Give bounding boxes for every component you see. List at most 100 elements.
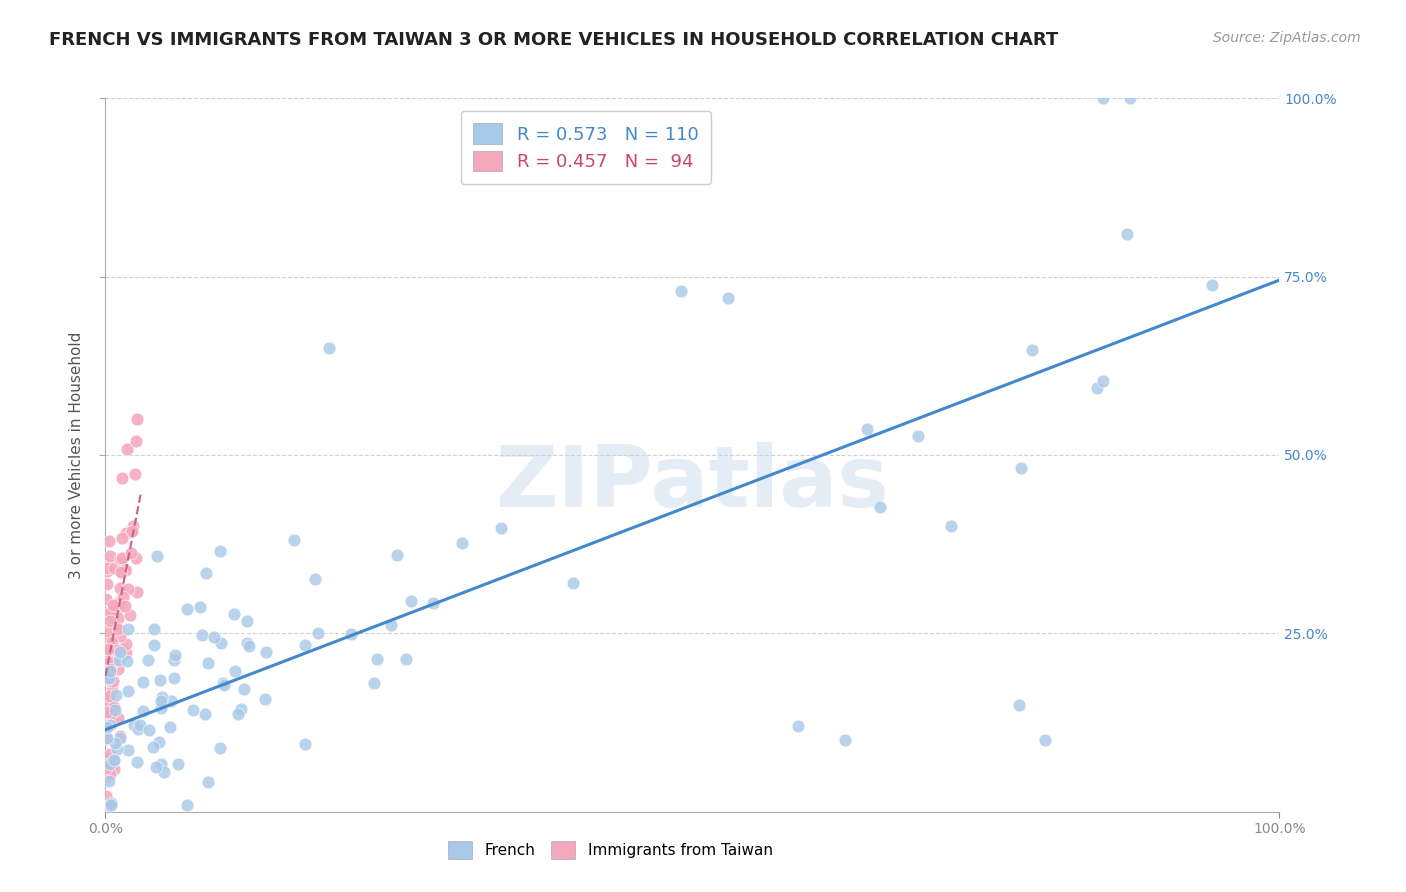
Point: [98, 797, 121, 812]
Point: [108, 731, 131, 745]
Point: [202, 630, 225, 644]
Point: [254, 692, 277, 706]
Point: [399, 594, 422, 608]
Point: [105, 688, 128, 702]
Point: [97, 533, 120, 548]
Point: [110, 629, 132, 643]
Point: [787, 719, 810, 733]
Point: [115, 525, 138, 540]
Point: [104, 652, 127, 666]
Point: [856, 422, 879, 436]
Point: [160, 694, 183, 708]
Point: [380, 618, 402, 632]
Point: [101, 634, 124, 648]
Point: [395, 651, 418, 665]
Point: [107, 623, 129, 637]
Point: [94, 592, 117, 607]
Point: [101, 673, 124, 688]
Point: [117, 684, 139, 698]
Point: [98, 662, 121, 676]
Point: [98, 718, 121, 732]
Point: [100, 673, 122, 688]
Point: [103, 753, 125, 767]
Point: [100, 796, 122, 810]
Point: [96, 643, 118, 657]
Point: [132, 675, 155, 690]
Point: [101, 682, 124, 697]
Point: [1021, 343, 1043, 357]
Point: [717, 291, 740, 305]
Point: [96, 577, 118, 591]
Point: [114, 637, 136, 651]
Point: [159, 720, 181, 734]
Point: [107, 662, 129, 676]
Point: [98, 549, 121, 564]
Point: [97, 641, 120, 656]
Point: [96, 731, 118, 746]
Point: [283, 533, 305, 547]
Point: [1115, 227, 1137, 241]
Point: [111, 531, 134, 545]
Point: [120, 608, 142, 623]
Point: [96, 720, 118, 734]
Point: [108, 581, 131, 595]
Point: [129, 717, 152, 731]
Point: [318, 341, 340, 355]
Point: [117, 622, 139, 636]
Point: [114, 563, 136, 577]
Point: [1092, 374, 1115, 388]
Point: [122, 518, 145, 533]
Point: [104, 623, 127, 637]
Point: [114, 599, 136, 614]
Point: [115, 563, 138, 577]
Point: [363, 676, 385, 690]
Point: [340, 626, 363, 640]
Point: [117, 743, 139, 757]
Point: [98, 767, 121, 781]
Point: [209, 636, 232, 650]
Point: [108, 645, 131, 659]
Point: [366, 652, 388, 666]
Point: [1119, 91, 1142, 105]
Point: [183, 703, 205, 717]
Point: [149, 693, 172, 707]
Point: [188, 600, 211, 615]
Point: [96, 705, 118, 719]
Y-axis label: 3 or more Vehicles in Household: 3 or more Vehicles in Household: [69, 331, 84, 579]
Point: [96, 797, 118, 812]
Point: [235, 614, 257, 628]
Point: [307, 625, 329, 640]
Point: [110, 564, 132, 578]
Point: [304, 572, 326, 586]
Point: [110, 551, 132, 566]
Point: [238, 639, 260, 653]
Point: [136, 652, 159, 666]
Point: [117, 582, 139, 596]
Point: [176, 797, 198, 812]
Point: [131, 704, 153, 718]
Point: [111, 471, 134, 485]
Point: [96, 643, 118, 657]
Point: [110, 729, 132, 743]
Point: [107, 611, 129, 625]
Point: [101, 605, 124, 619]
Point: [191, 628, 214, 642]
Point: [450, 536, 472, 550]
Point: [212, 677, 235, 691]
Point: [107, 597, 129, 611]
Point: [105, 742, 128, 756]
Point: [94, 761, 117, 775]
Point: [163, 653, 186, 667]
Point: [124, 550, 146, 565]
Point: [104, 736, 127, 750]
Point: [1201, 277, 1223, 292]
Point: [146, 549, 169, 563]
Point: [97, 750, 120, 764]
Point: [98, 634, 121, 648]
Point: [224, 607, 246, 622]
Point: [107, 596, 129, 610]
Point: [100, 761, 122, 775]
Point: [107, 601, 129, 615]
Point: [907, 429, 929, 443]
Point: [127, 756, 149, 770]
